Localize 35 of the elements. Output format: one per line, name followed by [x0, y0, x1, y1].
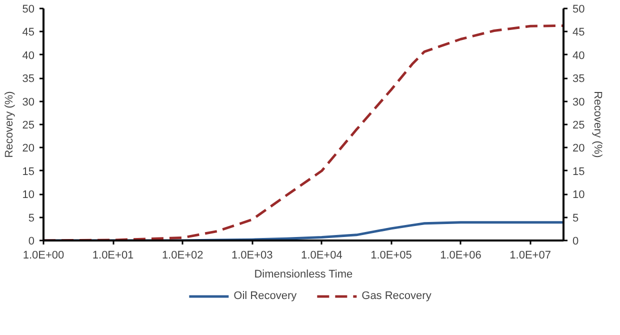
y-tick-label: 50	[22, 4, 35, 16]
y-tick-label: 15	[22, 166, 35, 178]
y2-tick-label: 20	[572, 142, 585, 155]
y-tick-label: 45	[22, 26, 35, 39]
y-tick-label: 20	[22, 142, 35, 155]
y2-tick-label: 0	[572, 236, 579, 248]
y2-tick-label: 10	[572, 189, 585, 202]
y-tick-label: 10	[22, 189, 35, 202]
y2-tick-label: 25	[572, 120, 585, 132]
y2-tick-label: 30	[572, 96, 585, 108]
x-tick-label: 1.0E+00	[22, 250, 64, 262]
y-tick-label: 0	[28, 236, 35, 248]
legend-label: Oil Recovery	[234, 290, 297, 302]
y-tick-label: 30	[22, 96, 35, 108]
y2-axis-title: Recovery (%)	[592, 91, 604, 158]
x-tick-label: 1.0E+05	[370, 250, 412, 262]
x-tick-label: 1.0E+06	[440, 250, 482, 262]
y2-tick-label: 50	[572, 4, 585, 16]
y2-tick-label: 5	[572, 212, 579, 224]
y-axis-title: Recovery (%)	[3, 91, 16, 158]
y-tick-label: 25	[22, 120, 35, 132]
y-tick-label: 5	[28, 212, 35, 224]
x-tick-label: 1.0E+02	[162, 250, 204, 262]
y-tick-label: 35	[22, 73, 35, 86]
y2-tick-label: 40	[572, 50, 585, 62]
x-tick-label: 1.0E+01	[92, 250, 134, 262]
x-axis-title: Dimensionless Time	[254, 268, 353, 280]
y2-tick-label: 35	[572, 73, 585, 86]
y-tick-label: 40	[22, 50, 35, 62]
x-tick-label: 1.0E+03	[231, 250, 273, 262]
legend-label: Gas Recovery	[362, 290, 432, 302]
x-tick-label: 1.0E+07	[510, 250, 551, 262]
y2-tick-label: 45	[572, 26, 585, 39]
x-tick-label: 1.0E+04	[301, 250, 342, 262]
y2-tick-label: 15	[572, 166, 585, 178]
